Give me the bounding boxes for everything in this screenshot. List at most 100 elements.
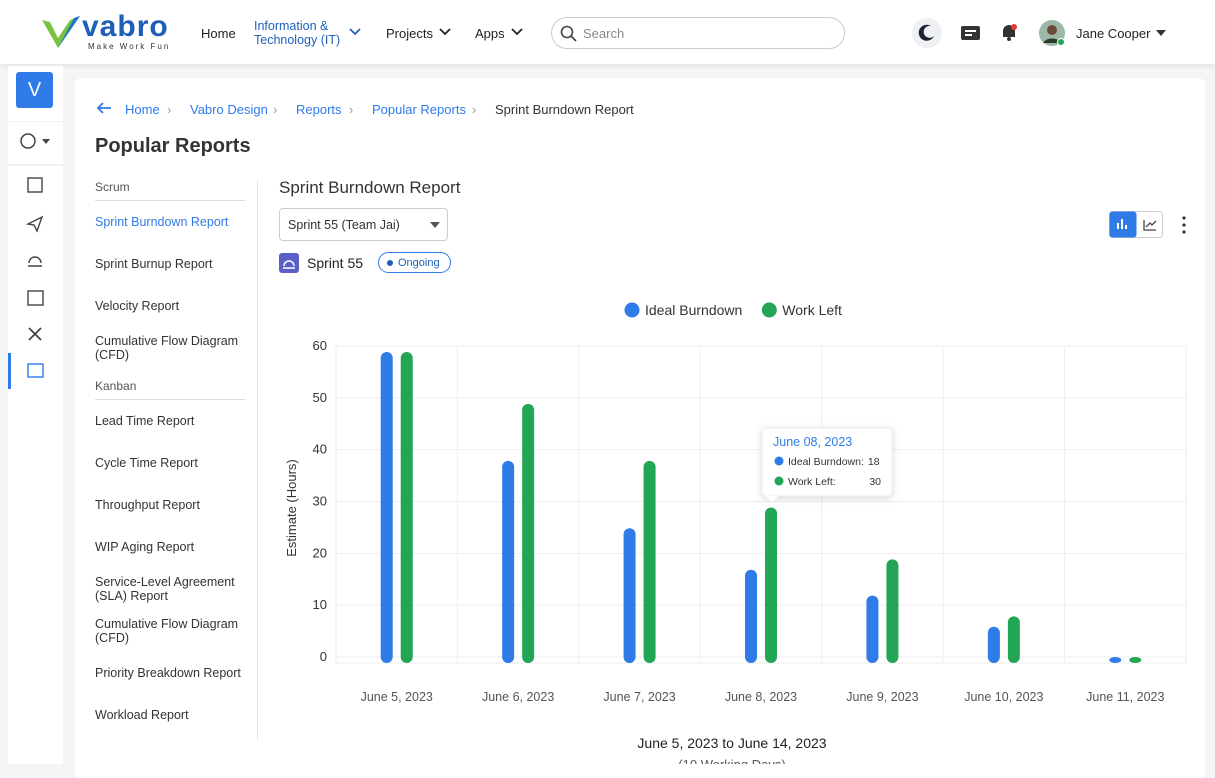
x-tick-label: June 10, 2023 <box>964 690 1043 704</box>
bar[interactable] <box>1109 657 1121 663</box>
bar[interactable] <box>381 352 393 663</box>
breadcrumb-item[interactable]: Vabro Design <box>190 102 268 117</box>
report-menu: ScrumSprint Burndown ReportSprint Burnup… <box>95 180 245 736</box>
bar[interactable] <box>624 528 636 663</box>
x-tick-label: June 8, 2023 <box>725 690 797 704</box>
tooltip-marker <box>775 457 784 466</box>
bar[interactable] <box>401 352 413 663</box>
tagline: Make Work Fun <box>88 42 170 51</box>
menu-item[interactable]: WIP Aging Report <box>95 526 245 568</box>
bar[interactable] <box>522 404 534 663</box>
sprint-icon <box>279 253 299 273</box>
breadcrumb-separator: › <box>167 102 171 117</box>
top-bar: vabro Make Work Fun Home Information & T… <box>0 0 1215 64</box>
y-tick-label: 0 <box>320 649 327 664</box>
bar[interactable] <box>644 461 656 663</box>
x-tick-label: June 11, 2023 <box>1086 690 1164 704</box>
bar[interactable] <box>765 508 777 664</box>
legend-marker <box>762 303 777 318</box>
status: Ongoing <box>398 257 440 269</box>
breadcrumb-item[interactable]: Home <box>125 102 160 117</box>
breadcrumb-item: Sprint Burndown Report <box>495 102 634 117</box>
avatar[interactable] <box>1038 19 1066 47</box>
nav-item[interactable]: Apps <box>475 26 505 41</box>
breadcrumb-separator: › <box>273 102 277 117</box>
y-tick-label: 20 <box>313 545 327 560</box>
menu-item[interactable]: Lead Time Report <box>95 400 245 442</box>
bar[interactable] <box>1129 657 1141 663</box>
x-tick-label: June 5, 2023 <box>361 690 433 704</box>
plot-frame <box>336 346 1186 663</box>
menu-section: Scrum <box>95 180 245 201</box>
menu-item[interactable]: Workload Report <box>95 694 245 736</box>
bar[interactable] <box>866 596 878 663</box>
chevron <box>349 28 361 36</box>
menu-item[interactable]: Velocity Report <box>95 285 245 327</box>
theme-toggle[interactable] <box>911 17 943 49</box>
chevron <box>511 28 523 36</box>
select-value: Sprint 55 (Team Jai) <box>288 218 400 232</box>
status-dot <box>387 260 393 266</box>
breadcrumb-separator: › <box>349 102 353 117</box>
tooltip-label: Ideal Burndown: <box>788 456 864 468</box>
nav-item[interactable]: Home <box>201 26 236 41</box>
x-tick-label: June 9, 2023 <box>846 690 918 704</box>
x-axis-sublabel: (10 Working Days) <box>678 757 785 764</box>
legend-marker <box>625 303 640 318</box>
view-toggle[interactable] <box>1109 211 1163 238</box>
page-title: Popular Reports <box>95 135 251 158</box>
bar[interactable] <box>1008 616 1020 663</box>
chart: Ideal BurndownWork Left0102030405060Esti… <box>270 290 1205 764</box>
workspace-badge[interactable]: V <box>16 72 53 108</box>
search-box[interactable]: Search <box>551 17 845 49</box>
breadcrumb-separator: › <box>472 102 476 117</box>
y-tick-label: 50 <box>313 390 327 405</box>
nav-item[interactable]: Information & Technology (IT) <box>254 19 344 47</box>
legend-label[interactable]: Work Left <box>782 302 842 318</box>
y-tick-label: 40 <box>313 442 327 457</box>
y-tick-label: 30 <box>313 494 327 509</box>
menu-item[interactable]: Cycle Time Report <box>95 442 245 484</box>
menu-item[interactable]: Sprint Burndown Report <box>95 201 245 243</box>
menu-item[interactable]: Cumulative Flow Diagram (CFD) <box>95 327 245 369</box>
tooltip-title: June 08, 2023 <box>773 435 852 449</box>
bar[interactable] <box>988 627 1000 663</box>
menu-item[interactable]: Sprint Burnup Report <box>95 243 245 285</box>
tooltip-label: Work Left: <box>788 476 836 488</box>
menu-item[interactable]: Cumulative Flow Diagram (CFD) <box>95 610 245 652</box>
breadcrumb-item[interactable]: Reports <box>296 102 342 117</box>
back-arrow[interactable] <box>96 101 112 115</box>
status-pill: Ongoing <box>378 252 451 273</box>
menu-item[interactable]: Service-Level Agreement (SLA) Report <box>95 568 245 610</box>
x-axis-label: June 5, 2023 to June 14, 2023 <box>637 735 826 751</box>
tooltip-value: 18 <box>868 456 880 468</box>
bar[interactable] <box>502 461 514 663</box>
sprint-select[interactable]: Sprint 55 (Team Jai) <box>279 208 448 241</box>
icon-rail: V <box>8 66 63 764</box>
rail-icons <box>8 121 63 451</box>
logo-mark <box>40 14 82 52</box>
messages-icon[interactable] <box>960 24 982 42</box>
caret <box>1156 30 1166 36</box>
nav-item[interactable]: Projects <box>386 26 433 41</box>
divider <box>257 180 258 740</box>
chevron <box>439 28 451 36</box>
notifications-icon[interactable] <box>999 22 1019 42</box>
caret <box>430 222 440 228</box>
tooltip-marker <box>775 477 784 486</box>
breadcrumb-item[interactable]: Popular Reports <box>372 102 466 117</box>
menu-item[interactable]: Priority Breakdown Report <box>95 652 245 694</box>
x-tick-label: June 6, 2023 <box>482 690 554 704</box>
logo[interactable]: vabro <box>82 10 169 44</box>
menu-item[interactable]: Throughput Report <box>95 484 245 526</box>
legend-label[interactable]: Ideal Burndown <box>645 302 742 318</box>
sprint-name: Sprint 55 <box>307 255 363 271</box>
user-name[interactable]: Jane Cooper <box>1076 26 1150 41</box>
menu-section: Kanban <box>95 369 245 400</box>
more-menu[interactable] <box>1180 215 1188 235</box>
y-axis-label: Estimate (Hours) <box>284 459 299 557</box>
bar[interactable] <box>745 570 757 663</box>
tooltip-value: 30 <box>869 476 881 488</box>
bar[interactable] <box>886 559 898 663</box>
